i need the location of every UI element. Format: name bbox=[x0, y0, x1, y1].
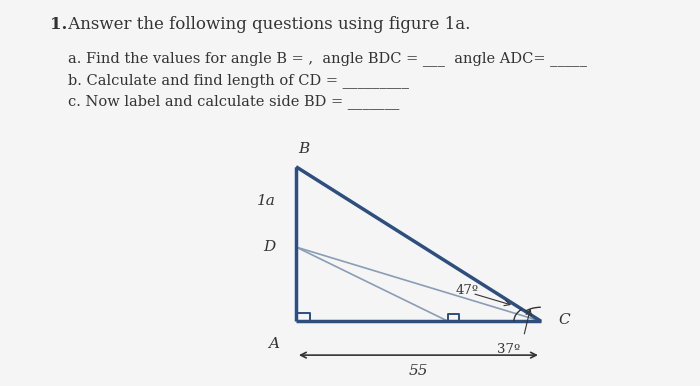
Text: c. Now label and calculate side BD = _______: c. Now label and calculate side BD = ___… bbox=[68, 94, 400, 109]
Text: 1.: 1. bbox=[50, 16, 67, 33]
Text: 55: 55 bbox=[409, 364, 428, 378]
Text: a. Find the values for angle B = ,  angle BDC = ___  angle ADC= _____: a. Find the values for angle B = , angle… bbox=[68, 51, 587, 66]
Text: Answer the following questions using figure 1a.: Answer the following questions using fig… bbox=[63, 16, 470, 33]
Text: B: B bbox=[298, 142, 309, 156]
Text: C: C bbox=[558, 313, 570, 327]
Text: A: A bbox=[269, 337, 279, 350]
Text: 47º: 47º bbox=[455, 284, 478, 297]
Text: b. Calculate and find length of CD = _________: b. Calculate and find length of CD = ___… bbox=[68, 73, 409, 88]
Text: 1a: 1a bbox=[257, 194, 276, 208]
Text: 37º: 37º bbox=[498, 343, 521, 356]
Text: D: D bbox=[263, 240, 275, 254]
